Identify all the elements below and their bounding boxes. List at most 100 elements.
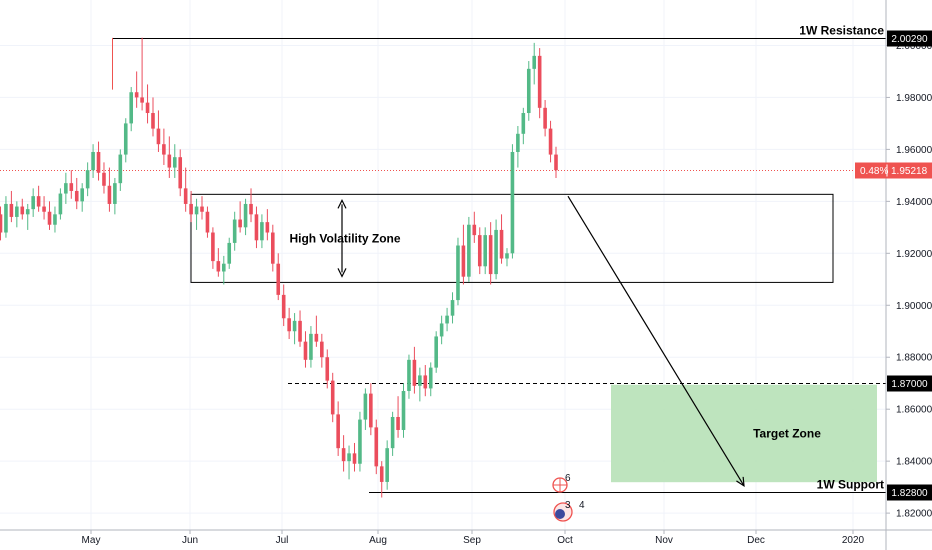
candle-body: [85, 170, 90, 189]
x-tick-label: Jul: [276, 535, 289, 546]
candle-body: [445, 315, 449, 324]
y-tick-label: 1.92000: [896, 249, 932, 260]
candle-body: [183, 188, 188, 204]
candle-body: [358, 419, 362, 464]
candle-body: [243, 203, 248, 228]
y-tick-label: 1.86000: [896, 405, 932, 416]
candle-body: [488, 235, 493, 275]
x-tick-label: Oct: [557, 535, 573, 546]
candles: [0, 37, 558, 498]
candle-body: [211, 232, 215, 262]
candle-body: [554, 154, 558, 171]
candle-body: [58, 193, 63, 215]
y-tick-label: 1.96000: [896, 145, 932, 156]
zones: High Volatility Zone Target Zone: [190, 193, 877, 483]
candle-body: [200, 206, 204, 212]
candle-body: [91, 151, 95, 171]
level-label: 1W Support: [817, 478, 884, 492]
candle-body: [113, 183, 117, 204]
volatility-arrow-down: [337, 268, 347, 278]
candle-body: [156, 128, 161, 145]
x-tick-label: Dec: [747, 535, 765, 546]
candle-body: [134, 92, 139, 98]
candle-body: [537, 55, 542, 108]
candle-body: [167, 154, 172, 168]
candle-body: [42, 206, 46, 212]
candle-body: [505, 253, 509, 259]
event-badge-count: 4: [579, 500, 585, 511]
x-tick-label: 2020: [842, 535, 865, 546]
candle-body: [385, 448, 389, 482]
candle-body: [548, 128, 553, 155]
candle-body: [526, 68, 531, 114]
level-tag-bg: [887, 375, 932, 392]
candle-body: [64, 183, 68, 194]
candle-body: [276, 263, 281, 295]
candle-body: [129, 92, 134, 124]
candle-body: [118, 154, 123, 184]
candle-body: [532, 55, 537, 69]
x-tick-label: May: [82, 535, 101, 546]
candle-body: [292, 320, 297, 332]
candle-body: [123, 123, 128, 155]
candle-body: [249, 203, 253, 215]
candle-body: [254, 214, 259, 241]
candle-body: [320, 341, 324, 358]
candle-body: [456, 245, 460, 301]
y-tick-label: 1.88000: [896, 353, 932, 364]
projection-arrow-head: [736, 476, 745, 488]
candle-body: [31, 196, 35, 210]
candle-body: [151, 113, 155, 129]
candle-body: [494, 229, 498, 275]
level-tag-label: 1.87000: [891, 379, 928, 390]
candle-body: [15, 206, 19, 217]
candle-body: [314, 333, 319, 342]
level-tag-bg: [887, 30, 932, 47]
y-tick-label: 1.84000: [896, 457, 932, 468]
candle-body: [232, 219, 237, 243]
candle-body: [227, 242, 232, 264]
x-tick-label: Nov: [655, 535, 673, 546]
candle-body: [510, 151, 515, 254]
candle-body: [53, 214, 57, 225]
candle-body: [390, 416, 395, 449]
x-tick-label: Jun: [182, 535, 198, 546]
candle-body: [9, 203, 14, 217]
candle-body: [369, 393, 373, 428]
y-tick-label: 1.98000: [896, 93, 932, 104]
candle-body: [74, 190, 79, 202]
x-tick-label: Aug: [369, 535, 387, 546]
candle-body: [336, 414, 340, 449]
level-label: 1W Resistance: [799, 24, 884, 38]
high-volatility-zone-label: High Volatility Zone: [289, 231, 400, 245]
candle-body: [450, 300, 455, 316]
time-axis: May Jun Jul Aug Sep Oct Nov Dec 2020: [0, 529, 932, 546]
event-badge-flag: [553, 478, 567, 492]
candle-body: [347, 453, 351, 462]
candle-body: [309, 333, 313, 360]
candle-body: [543, 107, 547, 129]
candle-body: [396, 416, 400, 430]
candle-body: [194, 206, 199, 215]
candle-body: [20, 206, 25, 215]
level-tag-label: 1.82800: [891, 488, 928, 499]
current-price-tag-bg: [855, 162, 932, 179]
candle-body: [162, 144, 166, 155]
candle-body: [281, 294, 286, 319]
candle-body: [352, 453, 357, 464]
candle-body: [140, 97, 144, 103]
candle-body: [47, 211, 52, 225]
candle-body: [145, 102, 150, 114]
candle-body: [374, 427, 379, 467]
candle-body: [412, 359, 417, 386]
candle-body: [107, 185, 112, 204]
candle-body: [303, 341, 308, 360]
candle-body: [521, 113, 526, 134]
candle-body: [499, 229, 504, 259]
candle-body: [325, 357, 330, 381]
target-zone: [611, 384, 877, 483]
candle-body: [4, 203, 8, 233]
candle-body: [341, 448, 346, 462]
event-badges: 6 3 4: [552, 473, 585, 522]
